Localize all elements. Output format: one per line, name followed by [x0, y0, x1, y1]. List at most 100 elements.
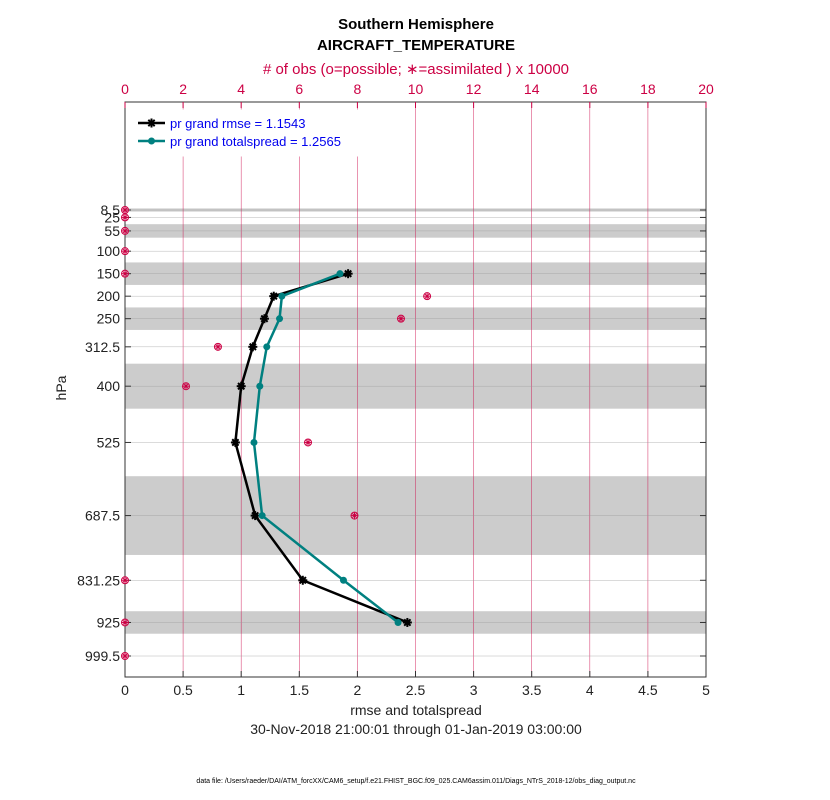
obs-assimilated-marker: [122, 619, 128, 626]
obs-possible-marker: [423, 292, 432, 301]
obs-possible-marker: [121, 269, 129, 278]
y-tick-label: 8.5: [101, 202, 121, 218]
x-tick-label: 0.5: [173, 682, 193, 698]
x-tick-label: 1: [237, 682, 245, 698]
top-tick-label: 14: [524, 81, 540, 97]
chart-title: Southern Hemisphere: [338, 16, 494, 33]
rmse-point: [402, 617, 412, 627]
x-tick-label: 3.5: [522, 682, 542, 698]
y-tick-label: 925: [97, 614, 121, 630]
top-axis-label: # of obs (o=possible; ∗=assimilated ) x …: [263, 61, 569, 78]
spread-point: [258, 512, 266, 520]
x-axis-label: rmse and totalspread: [350, 702, 482, 718]
spread-point: [250, 438, 258, 446]
obs-assimilated-marker: [397, 315, 404, 322]
rmse-point: [248, 342, 258, 352]
y-tick-label: 100: [97, 243, 121, 259]
obs-assimilated-marker: [122, 207, 128, 213]
legend-box: [130, 109, 384, 157]
obs-assimilated-marker: [305, 439, 312, 446]
top-tick-label: 12: [466, 81, 482, 97]
y-tick-label: 831.25: [77, 572, 120, 588]
y-tick-label: 525: [97, 434, 121, 450]
obs-possible-marker: [396, 314, 405, 323]
legend-rmse-asterisk: [147, 118, 156, 128]
spread-point: [394, 618, 402, 626]
data-series: [230, 269, 412, 627]
obs-possible-marker: [121, 213, 129, 222]
spread-point: [276, 315, 284, 323]
obs-possible-marker: [121, 247, 129, 256]
rmse-point: [269, 291, 279, 301]
spread-point: [336, 270, 344, 278]
top-tick-label: 10: [408, 81, 424, 97]
rmse-point: [250, 511, 260, 521]
legend-rmse-marker: [147, 118, 156, 128]
obs-assimilated-marker: [424, 293, 431, 300]
obs-possible-marker: [350, 511, 359, 520]
x-tick-label: 2.5: [406, 682, 426, 698]
obs-possible-marker: [182, 382, 191, 391]
obs-count-markers: [121, 206, 432, 660]
x-tick-label: 0: [121, 682, 129, 698]
rmse-point: [298, 575, 308, 585]
x-tick-label: 4: [586, 682, 594, 698]
x-tick-label: 2: [354, 682, 362, 698]
top-tick-label: 6: [295, 81, 303, 97]
top-tick-label: 0: [121, 81, 129, 97]
obs-assimilated-marker: [122, 577, 128, 584]
y-tick-label: 312.5: [85, 339, 120, 355]
obs-possible-marker: [121, 576, 129, 585]
obs-assimilated-marker: [183, 383, 190, 390]
date-range: 30-Nov-2018 21:00:01 through 01-Jan-2019…: [250, 721, 582, 737]
x-tick-label: 3: [470, 682, 478, 698]
y-tick-label: 999.5: [85, 648, 120, 664]
obs-possible-marker: [121, 618, 129, 627]
obs-possible-marker: [213, 342, 222, 351]
top-tick-label: 16: [582, 81, 598, 97]
data-file-footnote: data file: /Users/raeder/DAI/ATM_forcXX/…: [196, 778, 636, 785]
axes: 0 0.5 1 1.5 2 2.5 3 3.5 4 4.5 5 0 2 4 6 8 10 12 14 16 18 20 8.…: [77, 81, 714, 698]
obs-assimilated-marker: [122, 248, 128, 255]
x-tick-label: 5: [702, 682, 710, 698]
legend-rmse-label: pr grand rmse = 1.1543: [170, 116, 306, 131]
obs-assimilated-marker: [351, 512, 358, 519]
y-tick-label: 200: [97, 288, 121, 304]
spread-point: [278, 292, 286, 300]
obs-assimilated-marker: [122, 227, 128, 234]
obs-assimilated-marker: [122, 214, 128, 221]
rmse-point: [236, 381, 246, 391]
obs-assimilated-marker: [214, 343, 221, 350]
grid-lines: [125, 102, 706, 677]
y-tick-label: 400: [97, 378, 121, 394]
y-axis-label: hPa: [53, 375, 69, 400]
top-tick-label: 20: [698, 81, 714, 97]
legend-spread-marker: [148, 137, 155, 145]
spread-point: [339, 576, 347, 584]
obs-assimilated-marker: [122, 270, 128, 277]
rmse-point: [259, 314, 269, 324]
top-tick-label: 4: [237, 81, 245, 97]
rmse-point: [230, 437, 240, 447]
rmse-point: [343, 269, 353, 279]
obs-possible-marker: [121, 652, 129, 660]
chart-subtitle: AIRCRAFT_TEMPERATURE: [317, 37, 515, 54]
obs-possible-marker: [121, 226, 129, 235]
obs-possible-marker: [304, 438, 313, 447]
top-tick-label: 18: [640, 81, 656, 97]
legend: pr grand rmse = 1.1543 pr grand totalspr…: [130, 109, 384, 157]
legend-spread-label: pr grand totalspread = 1.2565: [170, 134, 341, 149]
spread-point: [263, 343, 271, 351]
top-tick-label: 8: [354, 81, 362, 97]
x-tick-label: 4.5: [638, 682, 658, 698]
x-tick-label: 1.5: [290, 682, 310, 698]
y-tick-label: 25: [104, 209, 120, 225]
y-tick-label: 150: [97, 266, 121, 282]
y-tick-label: 55: [104, 223, 120, 239]
spread-point: [256, 382, 264, 390]
top-tick-label: 2: [179, 81, 187, 97]
y-tick-label: 250: [97, 311, 121, 327]
y-tick-label: 687.5: [85, 508, 120, 524]
obs-assimilated-marker: [122, 653, 128, 659]
